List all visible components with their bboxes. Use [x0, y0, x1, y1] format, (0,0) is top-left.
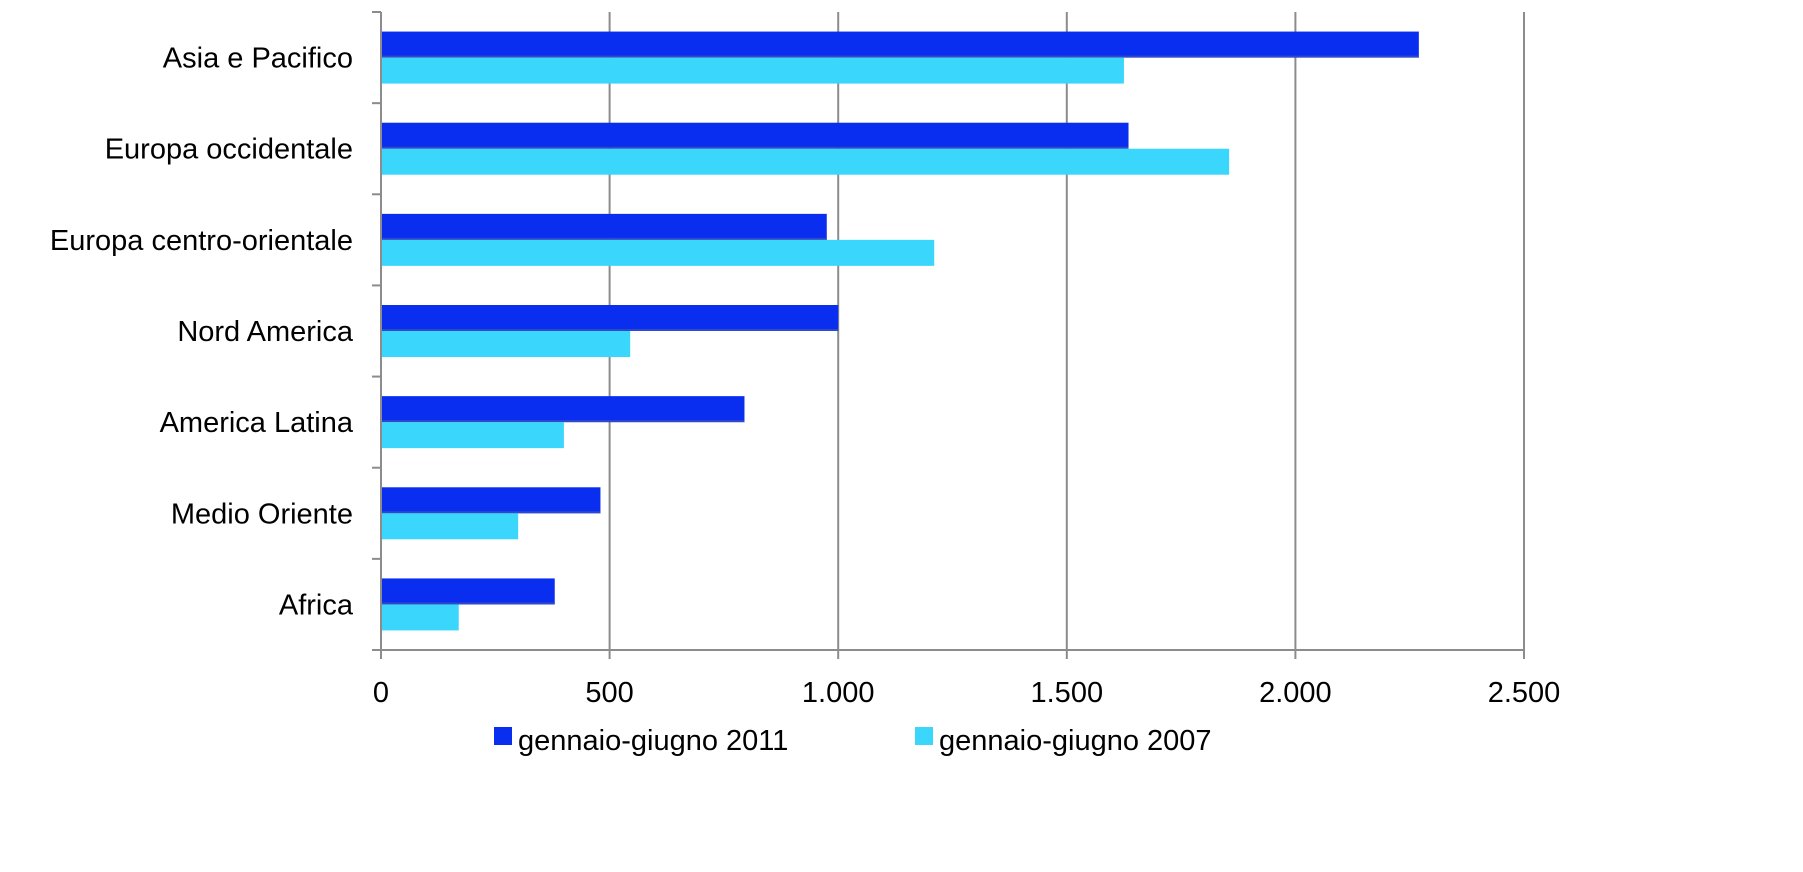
grid-lines: [608, 12, 1525, 650]
bar-series-2: [381, 513, 519, 540]
bar-series-1: [381, 122, 1129, 149]
category-label: Europa centro-orientale: [50, 225, 353, 257]
legend-label: gennaio-giugno 2011: [518, 725, 788, 757]
bar-series-2: [381, 604, 459, 631]
x-tick-label: 2.000: [1259, 677, 1332, 709]
legend-swatch: [494, 727, 512, 745]
bar-series-1: [381, 396, 745, 423]
x-tick-label: 0: [373, 677, 389, 709]
bar-series-1: [381, 305, 839, 331]
category-label: Medio Oriente: [171, 498, 353, 530]
bar-series-1: [381, 487, 601, 514]
bar-series-1: [381, 213, 827, 240]
axes: [372, 11, 1525, 659]
bar-series-2: [381, 331, 631, 357]
bar-series-1: [381, 31, 1419, 58]
bars: [381, 31, 1419, 631]
legend-label: gennaio-giugno 2007: [939, 725, 1212, 757]
x-tick-label: 1.000: [802, 677, 875, 709]
bar-series-2: [381, 239, 935, 266]
x-tick-label: 500: [585, 677, 633, 709]
category-labels: Asia e Pacifico Europa occidentale Europa …: [50, 43, 354, 622]
category-label: America Latina: [160, 407, 354, 439]
x-tick-labels: 0 500 1.000 1.500 2.000 2.500: [373, 677, 1560, 709]
bar-series-2: [381, 148, 1230, 175]
bar-series-2: [381, 422, 564, 449]
bar-series-1: [381, 578, 555, 605]
category-label: Africa: [279, 589, 354, 621]
x-tick-label: 2.500: [1488, 677, 1561, 709]
legend: gennaio-giugno 2011 gennaio-giugno 2007: [494, 725, 1212, 757]
bar-series-2: [381, 57, 1124, 84]
category-label: Nord America: [177, 316, 354, 348]
category-label: Europa occidentale: [105, 134, 353, 166]
legend-swatch: [915, 727, 933, 745]
x-tick-label: 1.500: [1031, 677, 1104, 709]
category-label: Asia e Pacifico: [163, 43, 353, 75]
